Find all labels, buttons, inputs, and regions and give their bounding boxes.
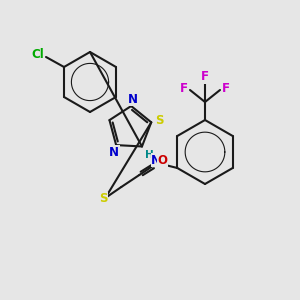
Text: F: F [222,82,230,95]
Text: N: N [128,92,138,106]
Text: F: F [201,70,209,83]
Text: H: H [145,150,154,160]
Text: O: O [157,154,167,167]
Text: S: S [99,193,107,206]
Text: N: N [151,154,161,166]
Text: Cl: Cl [32,47,44,61]
Text: S: S [155,114,164,127]
Text: F: F [180,82,188,95]
Text: N: N [109,146,119,159]
